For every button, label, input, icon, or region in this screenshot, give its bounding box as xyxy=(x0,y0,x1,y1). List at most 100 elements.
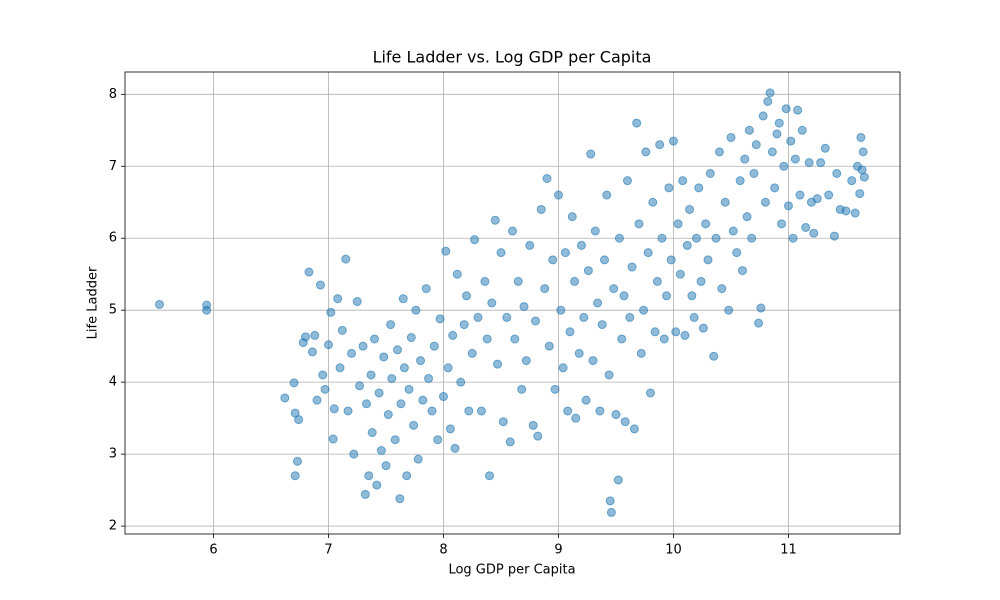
point xyxy=(386,320,396,330)
point xyxy=(627,262,637,272)
point xyxy=(576,240,586,250)
point xyxy=(856,132,866,142)
point xyxy=(341,254,351,264)
point xyxy=(579,312,589,322)
point xyxy=(581,395,591,405)
point xyxy=(318,370,328,380)
point xyxy=(606,507,616,517)
point xyxy=(366,370,376,380)
point xyxy=(404,384,414,394)
point xyxy=(614,233,624,243)
point xyxy=(698,323,708,333)
point xyxy=(421,284,431,294)
point xyxy=(758,111,768,121)
point xyxy=(372,480,382,490)
point xyxy=(636,348,646,358)
point xyxy=(473,312,483,322)
plot-frame xyxy=(124,71,901,535)
point xyxy=(855,189,865,199)
point xyxy=(634,219,644,229)
point xyxy=(857,165,867,175)
point xyxy=(609,284,619,294)
y-tick-label: 5 xyxy=(109,303,117,318)
point xyxy=(689,312,699,322)
point xyxy=(751,140,761,150)
point xyxy=(456,377,466,387)
point xyxy=(763,97,773,107)
point xyxy=(289,378,299,388)
point xyxy=(711,233,721,243)
point xyxy=(666,255,676,265)
point xyxy=(540,284,550,294)
point xyxy=(732,248,742,258)
point xyxy=(450,443,460,453)
point xyxy=(724,305,734,315)
point xyxy=(361,399,371,409)
point xyxy=(680,330,690,340)
point xyxy=(487,298,497,308)
point xyxy=(737,266,747,276)
point xyxy=(744,125,754,135)
point xyxy=(705,168,715,178)
point xyxy=(528,420,538,430)
point xyxy=(632,118,642,128)
point xyxy=(358,341,368,351)
point xyxy=(728,226,738,236)
point xyxy=(694,183,704,193)
y-axis-label: Life Ladder xyxy=(86,266,101,339)
point xyxy=(304,267,314,277)
point xyxy=(639,305,649,315)
point xyxy=(328,434,338,444)
point xyxy=(696,276,706,286)
point xyxy=(433,435,443,445)
point xyxy=(508,226,517,236)
point xyxy=(793,105,803,115)
point xyxy=(625,312,635,322)
point xyxy=(749,168,759,178)
point xyxy=(691,233,701,243)
point xyxy=(467,348,477,358)
point xyxy=(519,302,529,312)
point xyxy=(324,340,334,350)
point xyxy=(781,104,791,114)
x-tick-label: 10 xyxy=(665,543,682,558)
point xyxy=(462,291,472,301)
point xyxy=(829,231,839,241)
point xyxy=(485,471,495,481)
point xyxy=(652,276,662,286)
point xyxy=(779,161,789,171)
point xyxy=(622,176,632,186)
point xyxy=(675,269,685,279)
point xyxy=(655,140,665,150)
point xyxy=(493,359,503,369)
point xyxy=(355,381,365,391)
point xyxy=(777,219,787,229)
point xyxy=(381,461,391,471)
point xyxy=(379,352,389,362)
point xyxy=(307,347,317,357)
point xyxy=(390,435,400,445)
point xyxy=(326,307,336,317)
point xyxy=(714,147,724,157)
point xyxy=(411,305,421,315)
point xyxy=(429,341,439,351)
point xyxy=(292,456,302,466)
point xyxy=(701,219,711,229)
point xyxy=(280,393,290,403)
point xyxy=(536,204,546,214)
point xyxy=(604,370,614,380)
point xyxy=(648,197,658,207)
point xyxy=(383,410,393,420)
point xyxy=(720,197,730,207)
point xyxy=(567,212,577,222)
point xyxy=(659,334,669,344)
point xyxy=(424,374,434,384)
point xyxy=(858,147,868,157)
point xyxy=(441,246,451,256)
point xyxy=(812,194,822,204)
y-tick-label: 3 xyxy=(109,447,117,462)
point xyxy=(452,269,462,279)
point xyxy=(685,204,695,214)
point xyxy=(595,406,605,416)
point xyxy=(530,316,540,326)
